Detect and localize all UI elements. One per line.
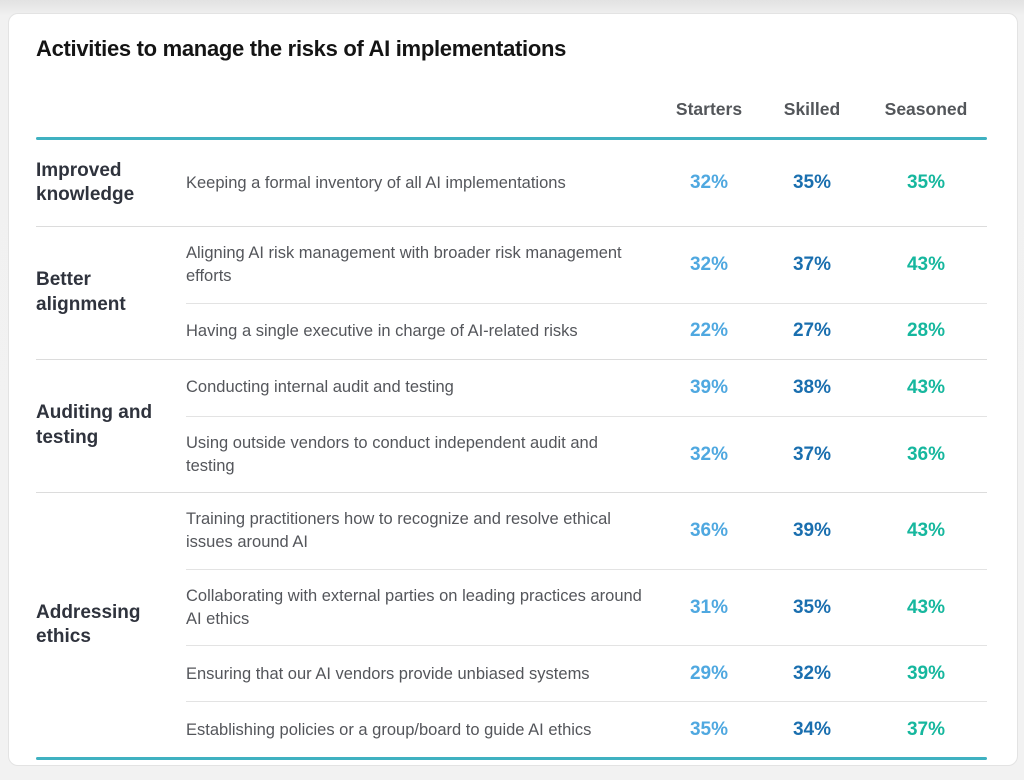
figure-title: Activities to manage the risks of AI imp… [36,36,567,61]
group-label: Auditing and testing [36,402,153,449]
value-cell-skilled: 27% [792,320,832,342]
group-label: Improved knowledge [36,159,135,206]
value-cell-seasoned: 28% [906,320,946,342]
value-cell-starters: 35% [689,718,729,740]
group-rows: Aligning AI risk management with broader… [186,227,987,359]
column-header-seasoned: Seasoned [884,99,968,120]
value-cell-skilled: 35% [792,172,832,194]
value-cell-seasoned: 43% [906,254,946,276]
table-row: Collaborating with external parties on l… [186,568,987,646]
group-label: Addressing ethics [36,601,141,648]
group-label: Better alignment [36,269,126,316]
value-cell-seasoned: 37% [906,718,946,740]
table-body: Improved knowledge Keeping a formal inven… [36,140,987,757]
value-cell-skilled: 37% [792,443,832,465]
table-row: Aligning AI risk management with broader… [186,227,987,303]
row-group: Addressing ethics Training practitioners … [36,492,987,757]
value-cell-skilled: 39% [792,520,832,542]
group-rows: Conducting internal audit and testing 39%… [186,360,987,493]
value-cell-seasoned: 35% [906,172,946,194]
value-cell-seasoned: 36% [906,443,946,465]
table-row: Using outside vendors to conduct indepen… [186,415,987,493]
value-cell-seasoned: 39% [906,662,946,684]
table-row: Having a single executive in charge of A… [186,302,987,359]
column-header-starters: Starters [675,99,743,120]
value-cell-skilled: 34% [792,718,832,740]
value-cell-starters: 29% [689,662,729,684]
activity-text: Aligning AI risk management with broader… [186,244,622,286]
value-cell-starters: 36% [689,520,729,542]
value-cell-skilled: 35% [792,596,832,618]
value-cell-seasoned: 43% [906,596,946,618]
row-group: Auditing and testing Conducting internal … [36,358,987,493]
value-cell-starters: 32% [689,443,729,465]
value-cell-starters: 39% [689,376,729,398]
row-group: Improved knowledge Keeping a formal inven… [36,140,987,226]
column-header-row: Starters Skilled Seasoned [36,99,987,137]
top-accent-rule [36,137,987,141]
activity-text: Establishing policies or a group/board t… [186,720,592,739]
value-cell-seasoned: 43% [906,520,946,542]
value-cell-starters: 31% [689,596,729,618]
activity-text: Using outside vendors to conduct indepen… [186,433,598,475]
table-row: Training practitioners how to recognize … [186,493,987,569]
bottom-accent-rule [36,757,987,761]
value-cell-starters: 32% [689,254,729,276]
activity-text: Having a single executive in charge of A… [186,321,578,340]
value-cell-skilled: 38% [792,376,832,398]
activity-text: Collaborating with external parties on l… [186,586,642,628]
value-cell-seasoned: 43% [906,376,946,398]
group-rows: Training practitioners how to recognize … [186,493,987,757]
value-cell-starters: 32% [689,172,729,194]
table-row: Ensuring that our AI vendors provide unb… [186,645,987,701]
activity-text: Keeping a formal inventory of all AI imp… [186,173,566,192]
table-row: Establishing policies or a group/board t… [186,701,987,757]
activity-text: Ensuring that our AI vendors provide unb… [186,664,590,683]
value-cell-starters: 22% [689,320,729,342]
activity-text: Training practitioners how to recognize … [186,510,611,552]
value-cell-skilled: 32% [792,662,832,684]
value-cell-skilled: 37% [792,254,832,276]
group-rows: Keeping a formal inventory of all AI imp… [186,140,987,226]
table-row: Conducting internal audit and testing 39%… [186,360,987,416]
row-group: Better alignment Aligning AI risk managem… [36,226,987,359]
table-row: Keeping a formal inventory of all AI imp… [186,140,987,226]
column-header-skilled: Skilled [783,99,841,120]
activity-text: Conducting internal audit and testing [186,378,454,397]
report-figure-card: Activities to manage the risks of AI imp… [8,13,1018,766]
